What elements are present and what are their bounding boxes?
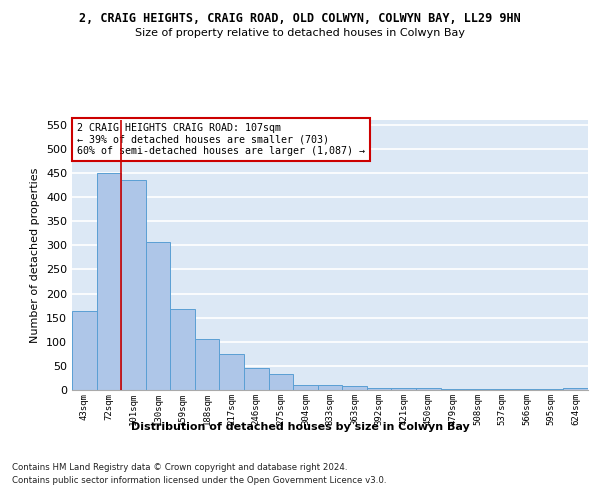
Bar xyxy=(121,180,146,390)
Bar xyxy=(367,388,391,390)
Bar xyxy=(195,339,220,390)
Bar xyxy=(514,388,539,390)
Text: Size of property relative to detached houses in Colwyn Bay: Size of property relative to detached ho… xyxy=(135,28,465,38)
Text: 2, CRAIG HEIGHTS, CRAIG ROAD, OLD COLWYN, COLWYN BAY, LL29 9HN: 2, CRAIG HEIGHTS, CRAIG ROAD, OLD COLWYN… xyxy=(79,12,521,26)
Bar xyxy=(490,388,514,390)
Bar xyxy=(293,385,318,390)
Bar xyxy=(465,388,490,390)
Bar xyxy=(539,388,563,390)
Bar xyxy=(220,354,244,390)
Bar xyxy=(170,309,195,390)
Y-axis label: Number of detached properties: Number of detached properties xyxy=(31,168,40,342)
Bar xyxy=(342,386,367,390)
Text: Contains public sector information licensed under the Open Government Licence v3: Contains public sector information licen… xyxy=(12,476,386,485)
Text: Distribution of detached houses by size in Colwyn Bay: Distribution of detached houses by size … xyxy=(131,422,469,432)
Bar xyxy=(563,388,588,390)
Text: 2 CRAIG HEIGHTS CRAIG ROAD: 107sqm
← 39% of detached houses are smaller (703)
60: 2 CRAIG HEIGHTS CRAIG ROAD: 107sqm ← 39%… xyxy=(77,122,365,156)
Text: Contains HM Land Registry data © Crown copyright and database right 2024.: Contains HM Land Registry data © Crown c… xyxy=(12,462,347,471)
Bar xyxy=(391,388,416,390)
Bar xyxy=(97,173,121,390)
Bar xyxy=(244,368,269,390)
Bar xyxy=(440,388,465,390)
Bar xyxy=(72,312,97,390)
Bar xyxy=(269,374,293,390)
Bar xyxy=(416,388,440,390)
Bar xyxy=(146,242,170,390)
Bar xyxy=(318,385,342,390)
